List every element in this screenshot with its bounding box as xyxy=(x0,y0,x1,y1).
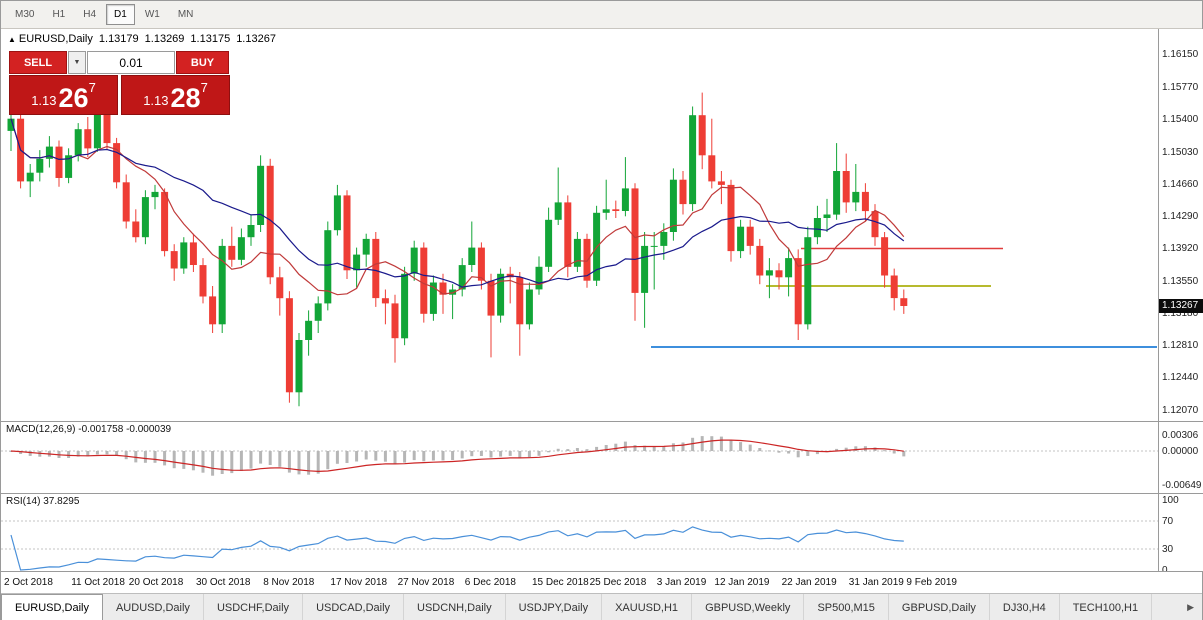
date-axis-label: 12 Jan 2019 xyxy=(714,577,770,588)
date-axis: 2 Oct 2018 11 Oct 2018 20 Oct 2018 30 Oct 2… xyxy=(1,571,1202,593)
macd-chart[interactable] xyxy=(1,422,1158,494)
bid-quote-button[interactable]: 1.13 26 7 xyxy=(9,75,118,115)
ask-price-pips: 28 xyxy=(170,83,201,114)
chart-tab-xauusd-h1[interactable]: XAUUSD,H1 xyxy=(602,594,693,620)
ask-quote-button[interactable]: 1.13 28 7 xyxy=(121,75,230,115)
date-axis-label: 27 Nov 2018 xyxy=(397,577,455,588)
date-axis-label: 11 Oct 2018 xyxy=(71,577,125,588)
chart-tab-usdjpy-daily[interactable]: USDJPY,Daily xyxy=(506,594,603,620)
rsi-axis-label: 70 xyxy=(1162,516,1174,527)
buy-button[interactable]: BUY xyxy=(176,51,229,74)
chart-tab-usdchf-daily[interactable]: USDCHF,Daily xyxy=(204,594,304,620)
volume-dropdown-button[interactable]: ▼ xyxy=(68,51,86,74)
timeframe-button-w1[interactable]: W1 xyxy=(137,4,168,25)
date-axis-label: 17 Nov 2018 xyxy=(330,577,388,588)
chart-tab-sp500-m15[interactable]: SP500,M15 xyxy=(804,594,889,620)
timeframe-button-m30[interactable]: M30 xyxy=(7,4,42,25)
chart-header: ▲ EURUSD,Daily 1.13179 1.13269 1.13175 1.1326… xyxy=(8,33,276,45)
price-axis-label: 1.13920 xyxy=(1162,243,1199,255)
chart-tab-usdcnh-daily[interactable]: USDCNH,Daily xyxy=(404,594,506,620)
rsi-chart[interactable] xyxy=(1,494,1158,572)
chart-tab-gbpusd-daily[interactable]: GBPUSD,Daily xyxy=(889,594,990,620)
tabs-scroll-right-icon[interactable]: ▶ xyxy=(1187,602,1194,612)
current-price-badge: 1.13267 xyxy=(1159,299,1203,314)
rsi-axis-label: 30 xyxy=(1162,544,1174,555)
timeframe-button-h1[interactable]: H1 xyxy=(44,4,73,25)
bid-price-prefix: 1.13 xyxy=(31,93,57,108)
rsi-label: RSI(14) 37.8295 xyxy=(6,496,80,507)
ohlc-high: 1.13269 xyxy=(144,33,185,45)
timeframe-button-mn[interactable]: MN xyxy=(170,4,202,25)
date-axis-label: 6 Dec 2018 xyxy=(464,577,516,588)
macd-axis-label: -0.00649 xyxy=(1162,479,1202,491)
macd-label: MACD(12,26,9) -0.001758 -0.000039 xyxy=(6,424,172,435)
ohlc-close: 1.13267 xyxy=(236,33,276,45)
candlestick-chart[interactable] xyxy=(1,29,1158,421)
timeframe-toolbar: M30 H1 H4 D1 W1 MN xyxy=(1,1,1202,29)
price-axis[interactable]: 1.16150 1.15770 1.15400 1.15030 1.14660 1.142… xyxy=(1158,29,1203,421)
chart-tab-audusd-daily[interactable]: AUDUSD,Daily xyxy=(103,594,204,620)
price-axis-label: 1.12070 xyxy=(1162,404,1199,416)
rsi-indicator-panel: RSI(14) 37.8295 100 70 30 0 xyxy=(1,493,1203,576)
chart-tab-bar: EURUSD,Daily AUDUSD,Daily USDCHF,Daily USDC… xyxy=(1,593,1202,620)
price-axis-label: 1.12810 xyxy=(1162,340,1199,352)
chart-tab-tech100-h1[interactable]: TECH100,H1 xyxy=(1060,594,1153,620)
date-axis-label: 20 Oct 2018 xyxy=(128,577,184,588)
price-chart-panel: ▲ EURUSD,Daily 1.13179 1.13269 1.13175 1.1326… xyxy=(1,29,1203,421)
rsi-axis: 100 70 30 0 xyxy=(1158,494,1203,576)
rsi-axis-label: 100 xyxy=(1162,495,1179,506)
macd-axis-label: 0.00000 xyxy=(1162,446,1199,458)
price-axis-label: 1.16150 xyxy=(1162,49,1199,61)
date-axis-label: 8 Nov 2018 xyxy=(263,577,315,588)
date-axis-label: 3 Jan 2019 xyxy=(656,577,707,588)
chart-tab-dj30-h4[interactable]: DJ30,H4 xyxy=(990,594,1060,620)
rsi-axis-label: 0 xyxy=(1162,565,1168,576)
price-axis-label: 1.14290 xyxy=(1162,211,1199,223)
chart-symbol-label: EURUSD,Daily xyxy=(18,33,93,45)
price-axis-label: 1.15030 xyxy=(1162,146,1199,158)
date-axis-label: 15 Dec 2018 xyxy=(532,577,589,588)
date-axis-label: 30 Oct 2018 xyxy=(196,577,251,588)
bid-price-fraction: 7 xyxy=(88,80,96,95)
date-axis-label: 22 Jan 2019 xyxy=(781,577,837,588)
one-click-trade-panel: SELL ▼ 0.01 BUY 1.13 26 7 1.13 28 7 xyxy=(9,51,231,115)
price-axis-label: 1.12440 xyxy=(1162,372,1199,384)
chart-tab-usdcad-daily[interactable]: USDCAD,Daily xyxy=(303,594,405,620)
date-axis-label: 31 Jan 2019 xyxy=(848,577,904,588)
chart-tab-gbpusd-weekly[interactable]: GBPUSD,Weekly xyxy=(692,594,805,620)
macd-axis-label: 0.00306 xyxy=(1162,430,1199,442)
one-click-panel-toggle-icon[interactable]: ▲ xyxy=(8,35,16,44)
chevron-down-icon: ▼ xyxy=(73,59,81,66)
ask-price-fraction: 7 xyxy=(200,80,208,95)
chart-tab-eurusd-daily[interactable]: EURUSD,Daily xyxy=(1,594,103,620)
price-axis-label: 1.15770 xyxy=(1162,82,1199,94)
sell-button[interactable]: SELL xyxy=(9,51,67,74)
ohlc-low: 1.13175 xyxy=(190,33,231,45)
ohlc-open: 1.13179 xyxy=(98,33,139,45)
bid-price-pips: 26 xyxy=(58,83,89,114)
timeframe-button-h4[interactable]: H4 xyxy=(75,4,104,25)
volume-input[interactable]: 0.01 xyxy=(87,51,175,74)
date-axis-label: 2 Oct 2018 xyxy=(4,577,53,588)
date-axis-label: 25 Dec 2018 xyxy=(589,577,647,588)
price-axis-label: 1.13180 xyxy=(1162,307,1199,319)
timeframe-button-d1[interactable]: D1 xyxy=(106,4,135,25)
ask-price-prefix: 1.13 xyxy=(143,93,169,108)
price-axis-label: 1.13550 xyxy=(1162,275,1199,287)
price-axis-label: 1.14660 xyxy=(1162,178,1199,190)
date-axis-label: 9 Feb 2019 xyxy=(906,577,957,588)
price-axis-label: 1.15400 xyxy=(1162,114,1199,126)
macd-indicator-panel: MACD(12,26,9) -0.001758 -0.000039 0.0030… xyxy=(1,421,1203,494)
macd-axis: 0.00306 0.00000 -0.00649 xyxy=(1158,422,1203,493)
